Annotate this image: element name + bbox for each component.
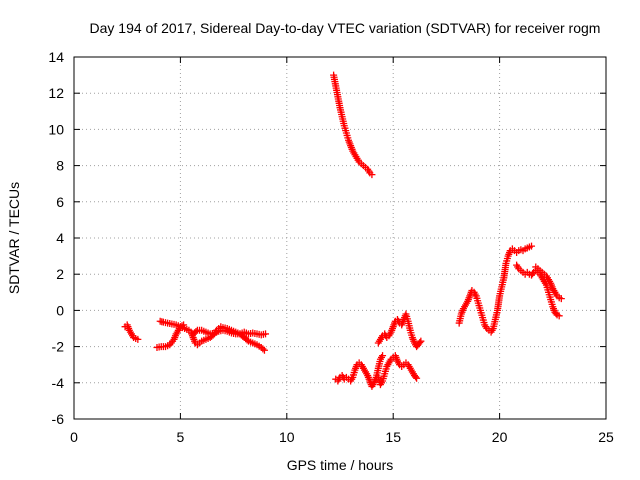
data-point (528, 242, 536, 250)
series-segment-11 (532, 263, 565, 303)
x-tick-label: 5 (177, 429, 185, 445)
series-segment-4 (189, 326, 270, 339)
y-tick-label: 12 (48, 85, 64, 101)
data-point (417, 337, 425, 345)
x-tick-labels: 0 5 10 15 20 25 (70, 429, 614, 445)
series-segment-9 (455, 242, 536, 336)
y-tick-label: -4 (52, 375, 65, 391)
series-segment-5 (330, 71, 376, 179)
y-tick-label: 10 (48, 121, 64, 137)
y-tick-label: -2 (52, 339, 65, 355)
x-tick-label: 0 (70, 429, 78, 445)
data-point (412, 373, 420, 381)
data-point (416, 339, 424, 347)
y-tick-label: 2 (56, 266, 64, 282)
series-segment-6 (332, 352, 387, 390)
x-tick-label: 25 (598, 429, 614, 445)
data-point (413, 374, 421, 382)
data-point (557, 295, 565, 303)
data-point (243, 336, 251, 344)
y-tick-label: 4 (56, 230, 64, 246)
data-point (555, 312, 563, 320)
series-segment-10 (513, 261, 563, 320)
y-tick-label: 8 (56, 158, 64, 174)
y-tick-label: 6 (56, 194, 64, 210)
data-point (379, 352, 387, 360)
x-axis-label: GPS time / hours (287, 457, 394, 473)
data-marks (121, 71, 565, 390)
series-segment-1 (121, 321, 142, 343)
data-point (529, 270, 537, 278)
y-tick-labels: -6 -4 -2 0 2 4 6 8 10 12 14 (48, 49, 64, 427)
data-point (368, 171, 376, 179)
x-tick-label: 10 (279, 429, 295, 445)
chart-title: Day 194 of 2017, Sidereal Day-to-day VTE… (90, 20, 601, 36)
series-segment-2 (153, 321, 188, 352)
axis-ticks (73, 56, 607, 420)
y-tick-label: 0 (56, 302, 64, 318)
y-axis-label: SDTVAR / TECUs (6, 182, 22, 294)
data-point (134, 335, 142, 343)
data-point (259, 345, 267, 353)
y-tick-label: -6 (52, 411, 65, 427)
series-segment-7 (374, 352, 421, 389)
y-tick-label: 14 (48, 49, 64, 65)
x-tick-label: 20 (492, 429, 508, 445)
x-tick-label: 15 (385, 429, 401, 445)
series-segment-8 (374, 310, 425, 351)
data-point (192, 328, 200, 336)
data-point (260, 346, 268, 354)
data-point (262, 330, 270, 338)
